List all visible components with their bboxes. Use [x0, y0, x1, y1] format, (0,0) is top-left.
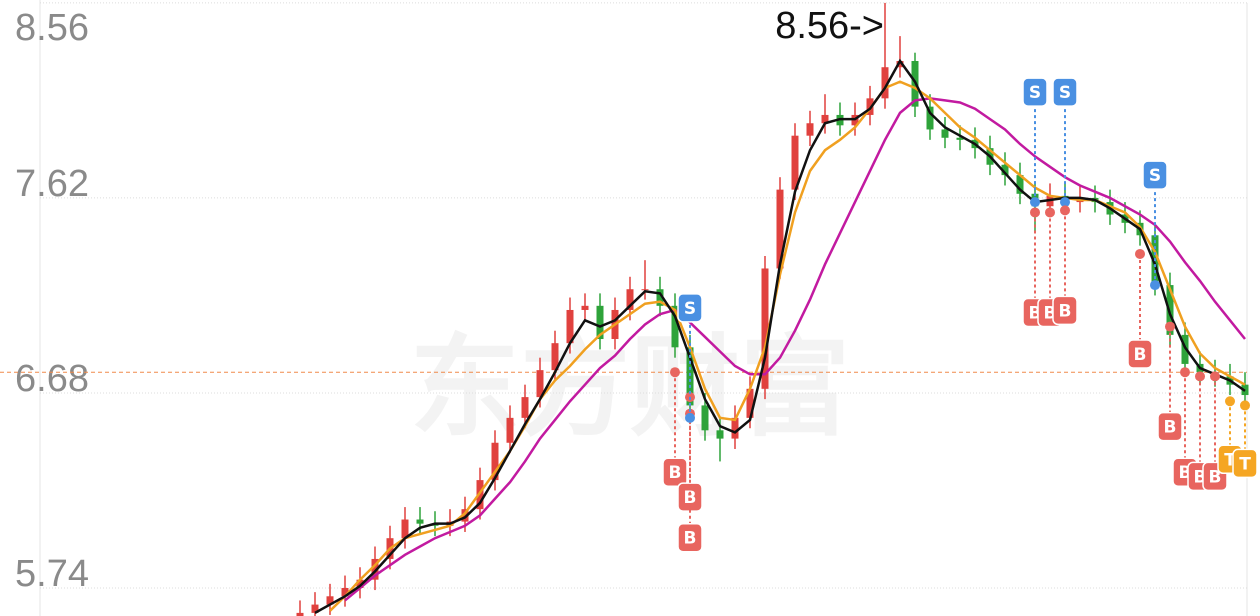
- candle-body: [821, 114, 829, 124]
- candle-body: [626, 289, 634, 310]
- candle-body: [521, 397, 529, 418]
- candle-body: [806, 123, 814, 136]
- candle-body: [296, 612, 304, 616]
- candle-body: [506, 417, 514, 443]
- candle-body: [881, 67, 889, 99]
- candle-body: [896, 60, 904, 68]
- y-tick-label: 6.68: [15, 358, 89, 400]
- signal-badge: [677, 522, 703, 553]
- candle-body: [491, 442, 499, 481]
- signal-badge: [1052, 295, 1078, 326]
- signal-label: B: [1164, 418, 1177, 438]
- signal-badge: [677, 293, 703, 323]
- candle-body: [581, 305, 589, 310]
- candle-body: [416, 519, 424, 524]
- signal-badge: [1142, 160, 1168, 190]
- signal-dot: [1030, 197, 1040, 208]
- y-tick-label: 7.62: [15, 163, 89, 205]
- signal-label: S: [1029, 83, 1041, 103]
- signal-dot: [1225, 396, 1235, 407]
- candle-body: [641, 289, 649, 291]
- watermark: 东方财富: [410, 323, 850, 451]
- signal-dot: [1165, 321, 1175, 332]
- candle-body: [941, 129, 949, 138]
- candle-body: [716, 430, 724, 439]
- signal-dot: [1045, 207, 1055, 218]
- signal-label: S: [1059, 83, 1071, 103]
- candle-body: [371, 558, 379, 580]
- signal-label: B: [1059, 301, 1072, 321]
- candle-body: [656, 289, 664, 306]
- signal-badge: [1052, 77, 1078, 107]
- signal-dot: [1180, 367, 1190, 378]
- candle-body: [761, 268, 769, 389]
- signal-dot: [1210, 371, 1220, 382]
- signal-label: S: [684, 299, 696, 319]
- signal-label: T: [1239, 454, 1251, 474]
- signal-label: S: [1149, 166, 1161, 186]
- signal-label: B: [669, 463, 682, 483]
- candle-body: [926, 106, 934, 130]
- signal-dot: [1240, 400, 1250, 411]
- candle-body: [791, 135, 799, 190]
- signal-dot: [670, 367, 680, 378]
- signal-dot: [1195, 371, 1205, 382]
- signal-dot: [1030, 207, 1040, 218]
- signal-dot: [1060, 205, 1070, 216]
- candle-body: [686, 347, 694, 406]
- moving-average-line: [314, 58, 1246, 614]
- signal-label: B: [1134, 345, 1147, 365]
- signal-badge: [1232, 448, 1258, 479]
- signal-dot: [1150, 280, 1160, 291]
- y-tick-label: 5.74: [15, 553, 89, 595]
- y-tick-label: 8.56: [15, 7, 89, 49]
- candle-body: [341, 587, 349, 597]
- candle-body: [536, 370, 544, 398]
- candle-body: [311, 604, 319, 613]
- candle-body: [731, 417, 739, 439]
- candle-body: [701, 405, 709, 431]
- candle-body: [776, 189, 784, 269]
- signal-label: B: [1209, 467, 1222, 487]
- candle-body: [956, 137, 964, 140]
- signal-badge: [662, 457, 688, 487]
- candle-body: [671, 305, 679, 348]
- candle-body: [356, 579, 364, 588]
- signal-badge: [1127, 339, 1153, 369]
- signal-dot: [1060, 197, 1070, 208]
- candle-body: [401, 519, 409, 539]
- signal-badge: [1157, 411, 1183, 442]
- candle-body: [1001, 164, 1009, 176]
- candle-body: [551, 343, 559, 371]
- candle-body: [461, 509, 469, 522]
- candle-body: [1016, 175, 1024, 194]
- candle-body: [566, 309, 574, 344]
- signal-dot: [685, 412, 695, 423]
- peak-annotation: 8.56->: [775, 5, 884, 47]
- signal-label: B: [684, 529, 697, 549]
- signal-dot: [1135, 248, 1145, 259]
- candle-body: [326, 596, 334, 605]
- candle-body: [596, 305, 604, 340]
- moving-average-line: [344, 97, 1246, 602]
- signal-badge: [1022, 77, 1048, 107]
- candle-body: [746, 388, 754, 418]
